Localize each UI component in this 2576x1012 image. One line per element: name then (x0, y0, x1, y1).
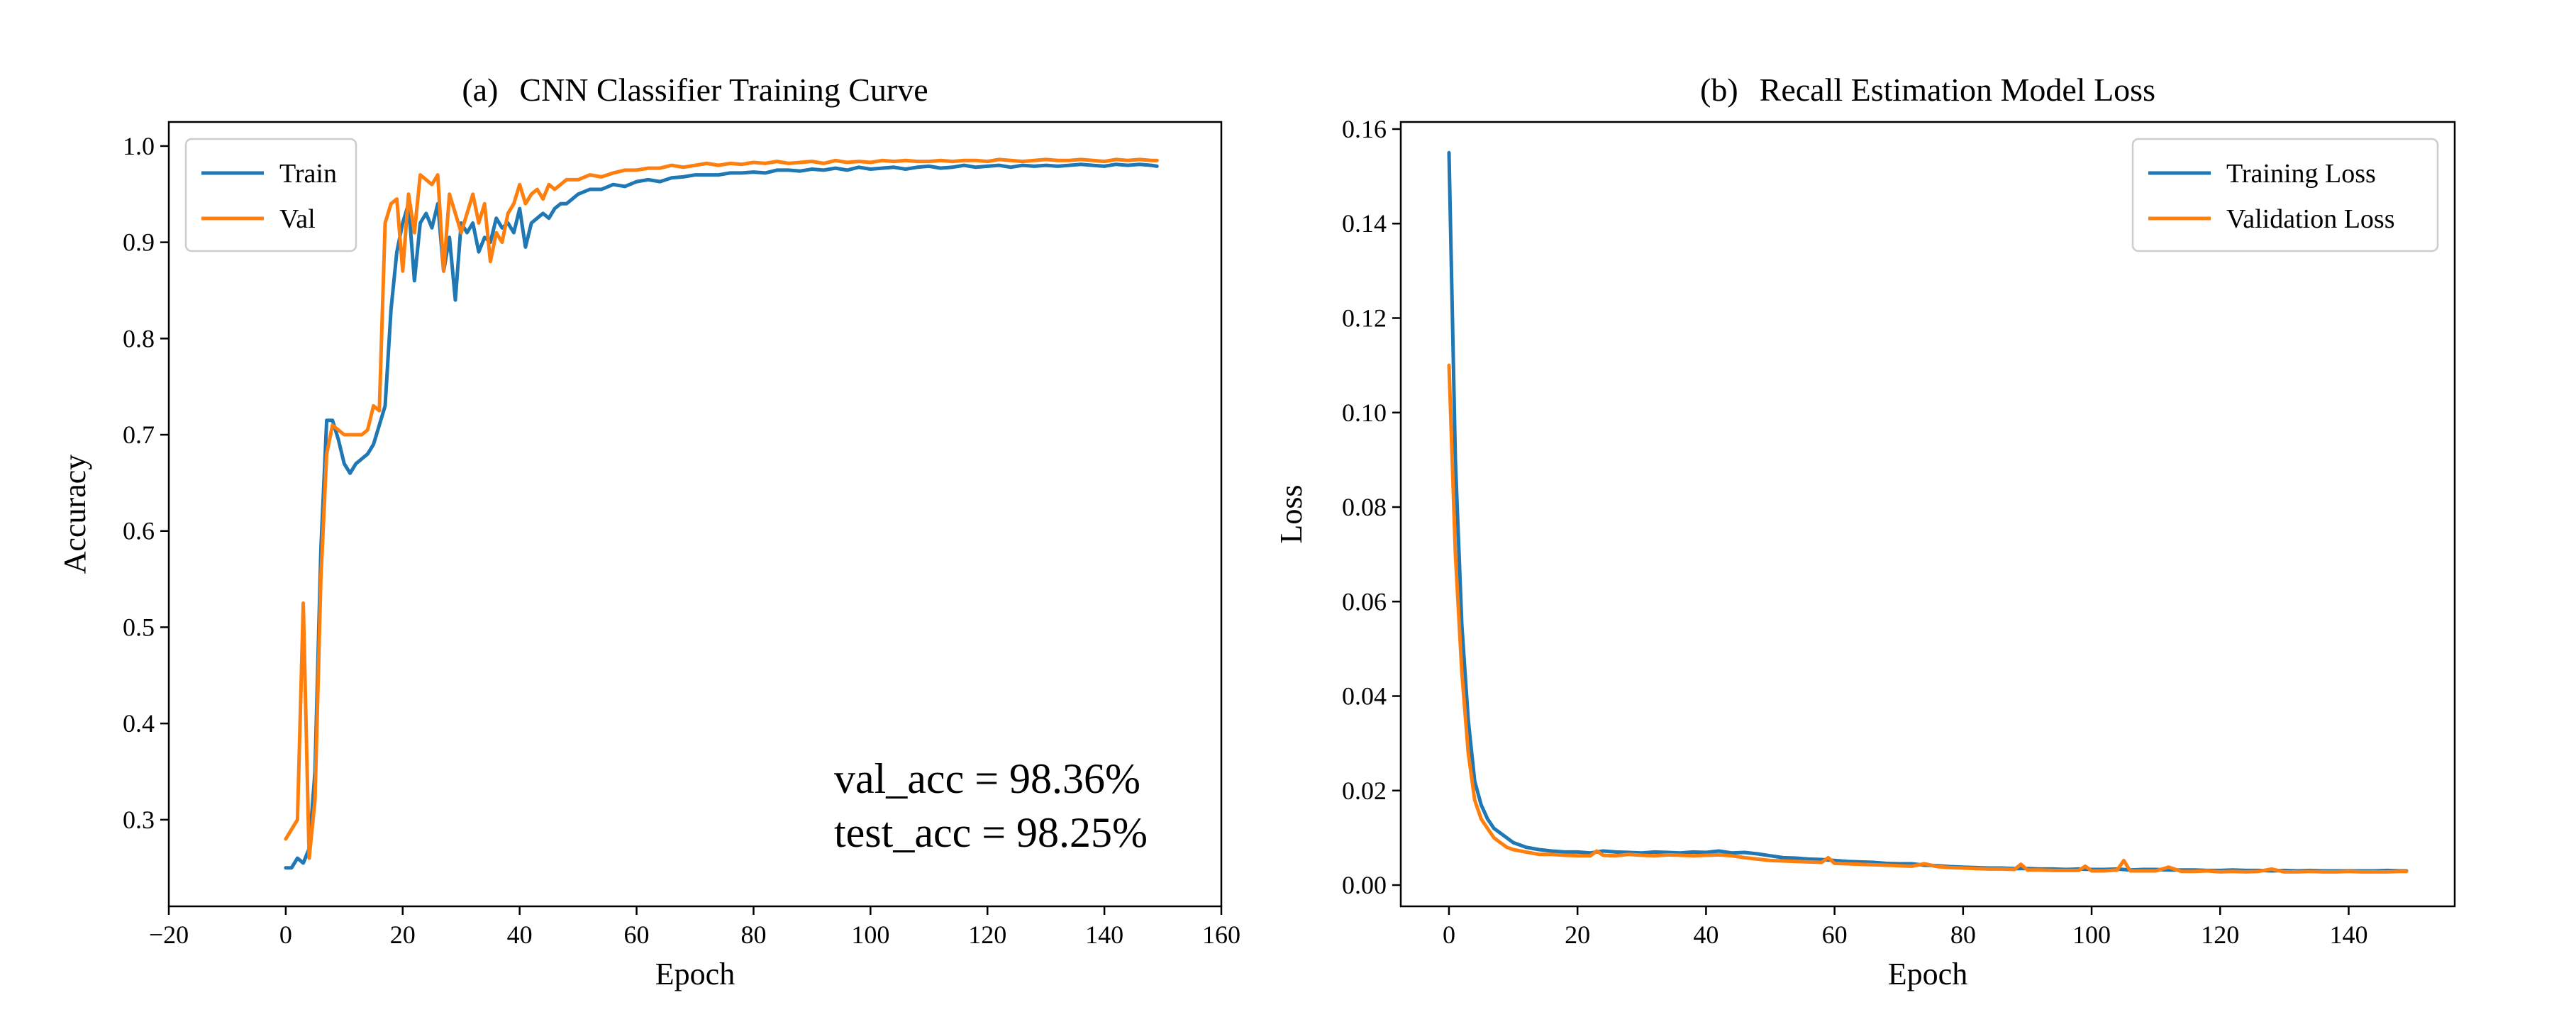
chart-a: (a) CNN Classifier Training Curve −20 0 20 40… (57, 72, 1240, 991)
x-tick-label: 60 (624, 921, 650, 949)
chart-title-text: Recall Estimation Model Loss (1760, 72, 2155, 108)
x-tick-label: 80 (1950, 921, 1976, 949)
x-tick-label: 100 (851, 921, 889, 949)
legend-label: Val (279, 204, 316, 234)
legend: Train Val (184, 138, 357, 252)
x-tick-label: 120 (968, 921, 1006, 949)
y-tick-label: 0.10 (1342, 399, 1387, 427)
series-group (1447, 150, 2409, 874)
chart-title-prefix: (b) (1700, 72, 1738, 108)
y-axis-label: Accuracy (57, 455, 92, 574)
chart-title: (a) CNN Classifier Training Curve (462, 72, 928, 108)
y-tick-label: 0.12 (1342, 304, 1387, 333)
series-line-validation-loss (1447, 363, 2409, 874)
y-tick-label: 0.06 (1342, 587, 1387, 616)
chart-title-prefix: (a) (462, 72, 498, 108)
y-tick-label: 0.14 (1342, 209, 1387, 238)
y-tick-label: 0.3 (123, 806, 155, 834)
x-tick-label: 140 (2329, 921, 2367, 949)
legend-box (184, 138, 357, 252)
legend-label: Validation Loss (2226, 204, 2394, 234)
y-axis-label: Loss (1274, 484, 1309, 543)
y-tick-label: 0.8 (123, 324, 155, 352)
chart-title: (b) Recall Estimation Model Loss (1700, 72, 2155, 108)
y-tick-label: 0.9 (123, 228, 155, 257)
x-tick-label: 140 (1085, 921, 1123, 949)
plot-frame (167, 121, 1223, 908)
x-axis-label: Epoch (655, 957, 735, 991)
plot-frame (1399, 121, 2456, 908)
series-line-train (284, 162, 1159, 870)
y-tick-label: 0.08 (1342, 493, 1387, 521)
chart-b: (b) Recall Estimation Model Loss 0 20 40 60 80… (1274, 72, 2456, 991)
x-axis-label: Epoch (1888, 957, 1967, 991)
x-tick-label: 60 (1822, 921, 1848, 949)
x-tick-label: 20 (1565, 921, 1590, 949)
annotation-text: test_acc = 98.25% (834, 809, 1148, 856)
x-tick-label: 40 (1693, 921, 1719, 949)
legend-label: Training Loss (2226, 159, 2376, 189)
legend-label: Train (279, 159, 337, 189)
x-tick-label: 0 (1443, 921, 1455, 949)
x-tick-label: 0 (279, 921, 292, 949)
x-tick-label: 120 (2201, 921, 2239, 949)
y-tick-label: 1.0 (123, 132, 155, 160)
legend-box (2131, 138, 2439, 252)
y-tick-label: 0.16 (1342, 115, 1387, 143)
x-tick-label: 20 (390, 921, 416, 949)
x-tick-label: 80 (740, 921, 766, 949)
legend: Training Loss Validation Loss (2131, 138, 2439, 252)
y-tick-label: 0.5 (123, 613, 155, 641)
y-tick-label: 0.02 (1342, 777, 1387, 805)
x-tick-label: 40 (507, 921, 533, 949)
x-tick-label: 160 (1202, 921, 1240, 949)
series-line-val (284, 157, 1159, 860)
annotation-text: val_acc = 98.36% (834, 755, 1140, 802)
series-line-training-loss (1447, 150, 2409, 873)
x-tick-label: −20 (149, 921, 189, 949)
y-tick-label: 0.7 (123, 421, 155, 449)
chart-title-text: CNN Classifier Training Curve (519, 72, 928, 108)
x-tick-label: 100 (2072, 921, 2111, 949)
y-tick-label: 0.00 (1342, 871, 1387, 899)
y-tick-label: 0.04 (1342, 682, 1387, 711)
y-tick-label: 0.6 (123, 517, 155, 545)
series-group (284, 157, 1159, 870)
y-tick-label: 0.4 (123, 709, 155, 738)
